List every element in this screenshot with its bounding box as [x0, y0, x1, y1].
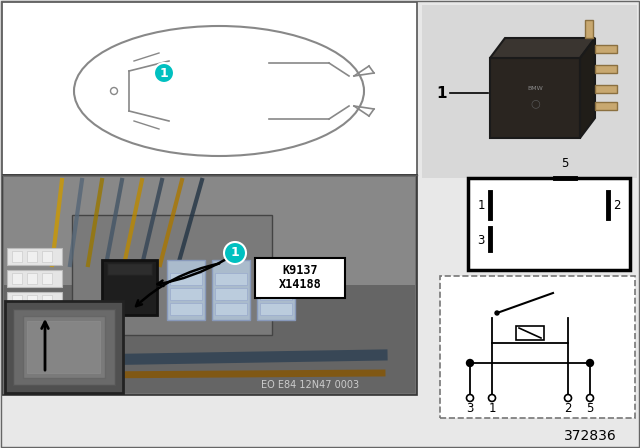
Bar: [7, 314, 62, 331]
Circle shape: [154, 63, 174, 83]
Bar: [595, 102, 617, 110]
Bar: [2, 2, 417, 175]
Bar: [170, 288, 202, 300]
Bar: [7, 248, 62, 265]
Text: 1: 1: [230, 246, 239, 259]
Bar: [260, 273, 292, 285]
Circle shape: [488, 395, 495, 401]
Bar: [27, 251, 37, 262]
Bar: [215, 288, 247, 300]
Bar: [12, 317, 22, 328]
Polygon shape: [580, 38, 595, 138]
Bar: [12, 339, 22, 350]
Text: 372836: 372836: [564, 429, 616, 443]
Circle shape: [467, 359, 474, 366]
Bar: [27, 339, 37, 350]
Circle shape: [111, 87, 118, 95]
Bar: [468, 178, 630, 270]
Bar: [102, 260, 157, 315]
Bar: [27, 361, 37, 372]
Bar: [260, 303, 292, 315]
Bar: [492, 343, 568, 363]
Bar: [212, 260, 250, 320]
Bar: [2, 175, 417, 395]
Bar: [4, 177, 415, 285]
Bar: [27, 295, 37, 306]
Bar: [260, 288, 292, 300]
Bar: [27, 317, 37, 328]
Bar: [12, 273, 22, 284]
Text: ○: ○: [530, 98, 540, 108]
Text: 1: 1: [488, 401, 496, 414]
Bar: [585, 20, 593, 38]
Bar: [215, 303, 247, 315]
Bar: [7, 336, 62, 353]
Text: EO E84 12N47 0003: EO E84 12N47 0003: [261, 380, 359, 390]
Bar: [107, 263, 152, 275]
Circle shape: [467, 395, 474, 401]
Bar: [7, 358, 62, 375]
Bar: [7, 292, 62, 309]
Circle shape: [564, 395, 572, 401]
Text: 5: 5: [561, 157, 569, 170]
Bar: [255, 258, 345, 298]
Polygon shape: [490, 38, 595, 58]
Circle shape: [586, 359, 593, 366]
Bar: [215, 273, 247, 285]
Bar: [7, 270, 62, 287]
Bar: [42, 251, 52, 262]
Bar: [595, 65, 617, 73]
Circle shape: [495, 311, 499, 315]
Bar: [595, 85, 617, 93]
Bar: [257, 260, 295, 320]
Text: 1: 1: [159, 66, 168, 79]
Bar: [42, 339, 52, 350]
Bar: [12, 295, 22, 306]
Text: 2: 2: [564, 401, 572, 414]
Bar: [440, 276, 635, 418]
Bar: [12, 251, 22, 262]
Text: 2: 2: [613, 198, 621, 211]
Bar: [5, 301, 123, 393]
Bar: [42, 273, 52, 284]
Text: 5: 5: [586, 401, 594, 414]
Bar: [42, 295, 52, 306]
Text: 1: 1: [436, 86, 447, 100]
Bar: [170, 303, 202, 315]
Bar: [72, 215, 272, 335]
Text: 1: 1: [477, 198, 484, 211]
Bar: [595, 45, 617, 53]
Ellipse shape: [74, 26, 364, 156]
Bar: [27, 273, 37, 284]
Bar: [23, 316, 105, 378]
Bar: [12, 361, 22, 372]
Circle shape: [224, 242, 246, 264]
Bar: [167, 260, 205, 320]
Text: 3: 3: [467, 401, 474, 414]
Bar: [4, 177, 415, 393]
Bar: [42, 317, 52, 328]
Bar: [13, 309, 115, 385]
Circle shape: [586, 395, 593, 401]
Text: K9137: K9137: [282, 264, 318, 277]
Bar: [42, 361, 52, 372]
Bar: [490, 58, 580, 138]
Bar: [27, 321, 100, 373]
Bar: [422, 5, 637, 178]
Text: BMW: BMW: [527, 86, 543, 90]
Bar: [516, 326, 544, 340]
Text: X14188: X14188: [278, 279, 321, 292]
Text: 3: 3: [477, 233, 484, 246]
Bar: [170, 273, 202, 285]
